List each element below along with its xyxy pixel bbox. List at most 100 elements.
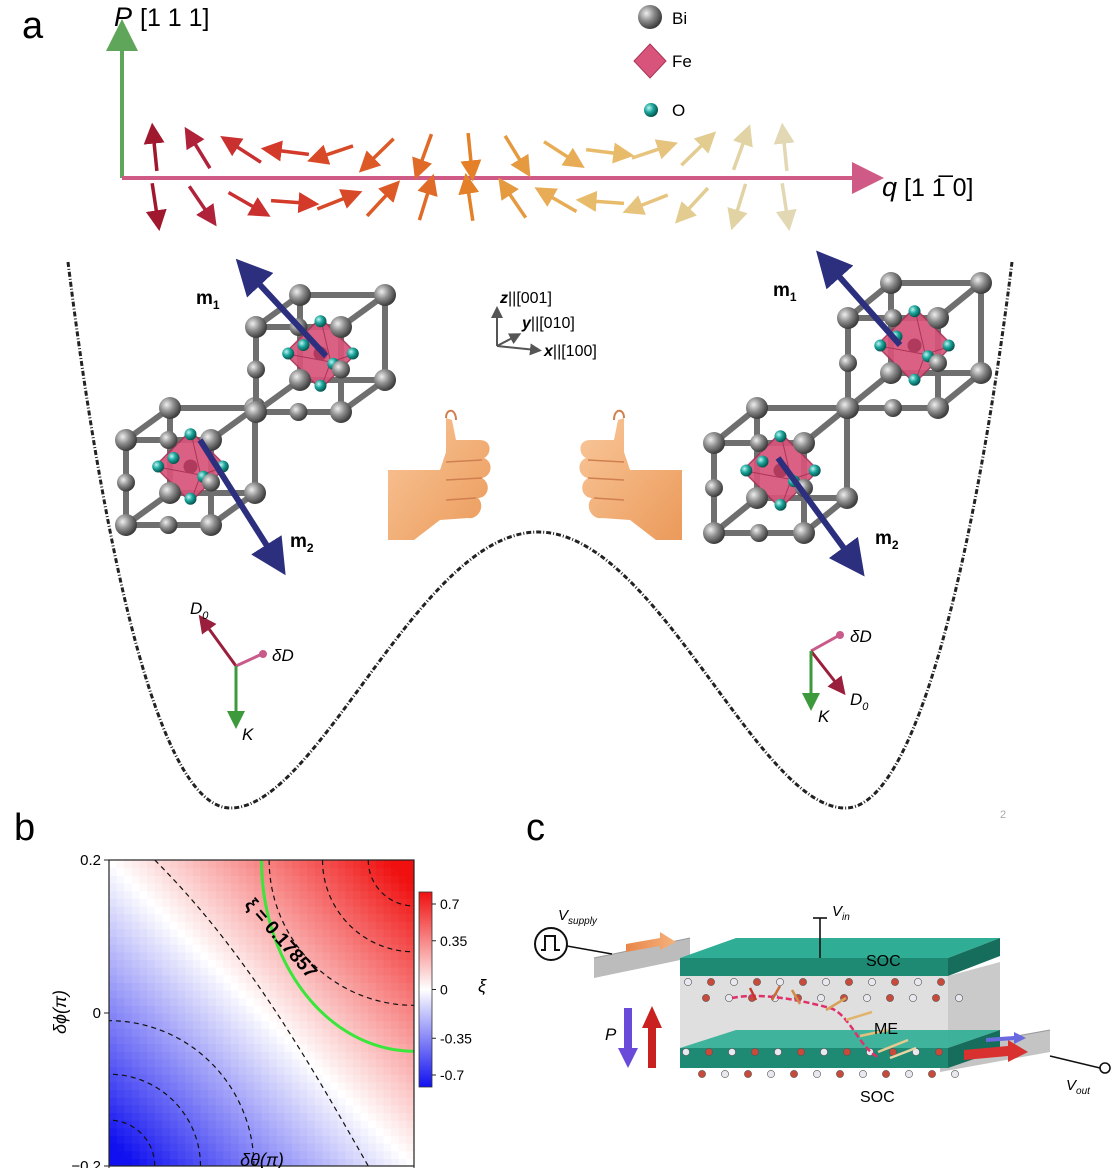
bi-atom [703, 432, 725, 454]
spin-arrow [575, 190, 625, 212]
spin-arrow [270, 192, 320, 214]
left-crystal-structure [115, 258, 396, 576]
o-atom [346, 347, 359, 360]
p-label: P [605, 1025, 617, 1044]
spin-arrow [145, 182, 167, 232]
spin-wave-arrow [825, 996, 847, 1012]
bi-atom [289, 369, 311, 391]
spin-wave-arrow [790, 989, 802, 1005]
spin-arrow [412, 133, 434, 180]
right-d0-label: D0 [850, 690, 869, 713]
top-soc-layer [680, 938, 1000, 958]
spin-wave-arrow [859, 1028, 889, 1038]
bi-atom [115, 514, 137, 536]
v-supply-source-icon [534, 927, 568, 961]
bi-atom [200, 514, 222, 536]
o-atom [874, 339, 887, 352]
input-current-arrow [626, 932, 676, 952]
spin-arrow [731, 124, 753, 171]
bi-atom [159, 482, 181, 504]
spin-arrow [727, 183, 748, 231]
bi-atom [330, 316, 352, 338]
o-atom [774, 430, 787, 443]
colorbar-label: ξ [478, 976, 487, 996]
x-axis-label: x||[100] [543, 343, 597, 360]
colorbar-tick-label: 0 [440, 982, 448, 998]
highlight-contour [260, 860, 414, 1053]
bi-atom [836, 487, 858, 509]
right-m2-arrow [775, 456, 865, 577]
bi-atom [880, 362, 902, 384]
spin-arrow [187, 185, 217, 227]
spin-arrow [220, 136, 262, 164]
y-axis-label: y||[010] [521, 315, 575, 332]
v-out-terminal-icon [1099, 1062, 1111, 1074]
left-m2-label: m2 [290, 531, 314, 555]
o-atom [152, 460, 165, 473]
crystal-axes: z||[001] y||[010] x||[100] [491, 290, 597, 360]
bi-atom [927, 307, 949, 329]
o-atom [282, 347, 295, 360]
right-m1-label: m1 [773, 280, 797, 304]
me-label: ME [874, 1021, 898, 1038]
spin-arrow [260, 140, 310, 162]
spin-arrow [680, 131, 717, 167]
p-axis-direction: [1 1 1] [140, 4, 210, 32]
spin-arrow [773, 122, 795, 172]
spin-arrow [543, 140, 585, 168]
panel-c-label: c [526, 807, 545, 849]
y-tick-label: 0.2 [80, 852, 101, 869]
spin-wave-arrow [748, 987, 758, 1001]
colorbar-tick-label: -0.35 [440, 1030, 472, 1046]
legend-bi-label: Bi [672, 9, 687, 28]
left-m1-arrow [235, 258, 329, 359]
contour-line [154, 860, 369, 1166]
spin-arrow [631, 139, 678, 160]
colorbar-tick-label: -0.7 [440, 1067, 464, 1083]
heatmap-axes: −0.2−0.2000.20.2 [71, 852, 415, 1168]
left-thumbs-up-icon [388, 409, 491, 540]
double-well-curve [66, 261, 1014, 810]
input-lead [594, 938, 690, 978]
contour-line [268, 860, 414, 1006]
page-mark: 2 [1000, 809, 1006, 821]
bi-atom [115, 429, 137, 451]
o-atom [167, 452, 180, 464]
bi-atom [244, 482, 266, 504]
legend-o-label: O [672, 101, 685, 120]
bi-atom [703, 522, 725, 544]
p-up-arrow [642, 1006, 662, 1068]
bottom-soc-layer [680, 1030, 1000, 1048]
contour-line [109, 1119, 156, 1166]
right-dmi-vectors: δD D0 K [802, 627, 872, 726]
output-current-arrow [964, 1040, 1028, 1062]
bi-atom [970, 362, 992, 384]
device-schematic: Vsupply Vin Vout SOC ME SOC P [534, 903, 1111, 1106]
colorbar-ticks: 0.7 0.35 0 -0.35 -0.7 [432, 896, 472, 1083]
spin-arrow [534, 187, 578, 214]
spin-arrow [184, 126, 212, 170]
right-m2-label: m2 [875, 528, 899, 552]
contour-line [109, 1020, 255, 1166]
heatmap-xlabel: δθ(π) [240, 1150, 284, 1168]
v-supply-label: Vsupply [558, 907, 598, 927]
fe-octahedron-icon [633, 43, 667, 79]
spin-arrow [674, 186, 710, 224]
bi-atom [837, 397, 859, 419]
left-k-label: K [242, 725, 254, 744]
bi-atom-icon [638, 5, 662, 29]
spin-arrow [316, 189, 363, 211]
o-atom [756, 455, 769, 468]
spin-wave-arrow [770, 985, 782, 1001]
spin-arrow [365, 180, 401, 218]
soc-bottom-label: SOC [860, 1089, 895, 1106]
v-out-label: Vout [1066, 1077, 1091, 1097]
bi-atom [374, 284, 396, 306]
panel-a-label: a [22, 5, 44, 47]
bi-atom [289, 284, 311, 306]
spin-arrow [358, 137, 395, 173]
o-atom [808, 464, 821, 477]
right-dd-label: δD [850, 627, 872, 646]
o-atom-icon [644, 103, 658, 117]
left-dd-label: δD [272, 646, 294, 665]
